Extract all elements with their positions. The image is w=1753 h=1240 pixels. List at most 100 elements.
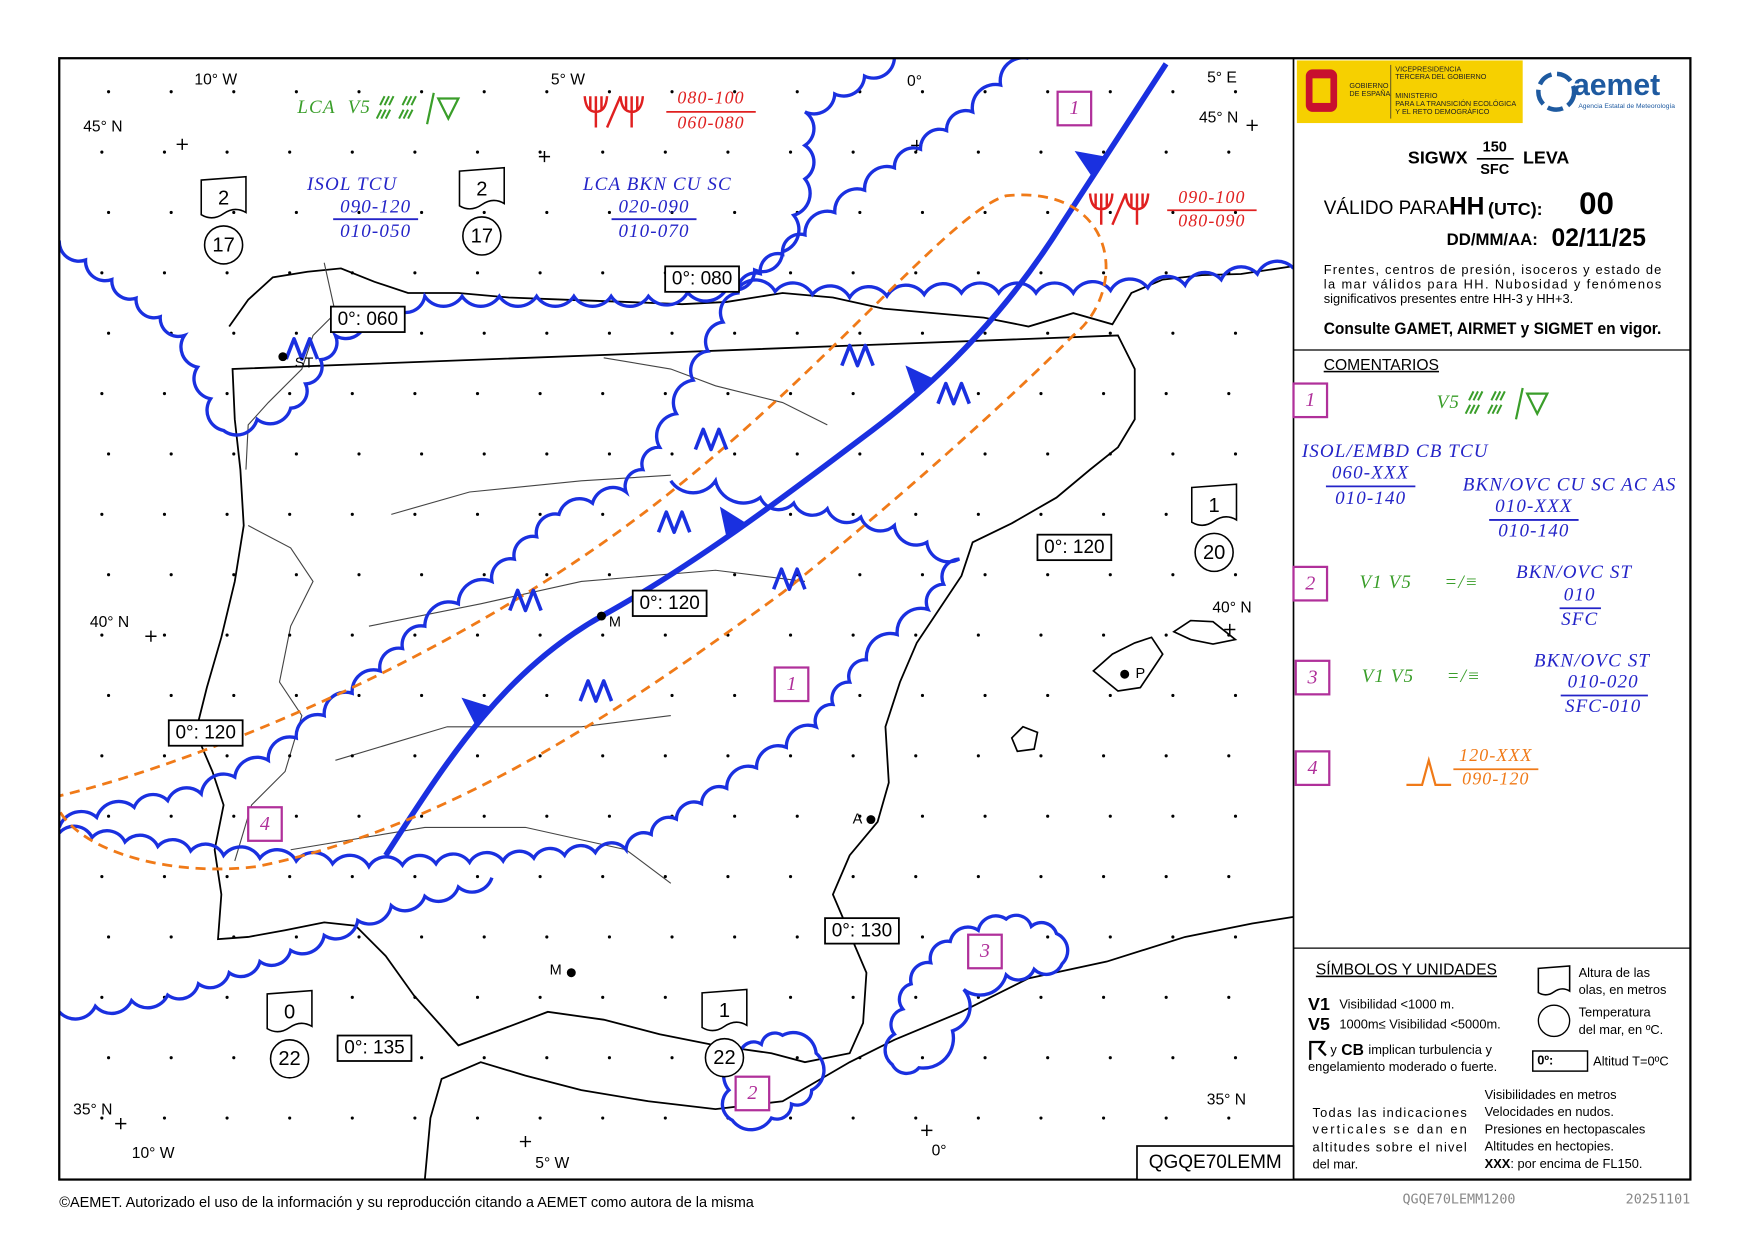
- comment-top: 010: [1564, 584, 1596, 605]
- grid-dot: [788, 150, 793, 154]
- date-label: DD/MM/AA:: [1447, 230, 1538, 249]
- agency-name: Agencia Estatal de Meteorología: [1578, 103, 1675, 110]
- grid-dot: [107, 90, 111, 94]
- border: [234, 262, 828, 884]
- grid-dot: [976, 633, 980, 637]
- freezing-level: 0°: 135: [344, 1038, 404, 1059]
- grid-dot: [413, 512, 417, 516]
- front-triangle: [719, 506, 747, 538]
- grid-dot: [914, 754, 918, 758]
- freezing-level-box: [1036, 533, 1113, 562]
- grid-dot: [607, 210, 611, 215]
- grid-dot: [1227, 995, 1231, 999]
- city-label: M: [550, 962, 562, 978]
- symbol-text: del mar, en ºC.: [1579, 1022, 1664, 1037]
- grid-dot: [601, 754, 605, 758]
- grid-dot: [1171, 452, 1175, 456]
- freezing-level-box: [167, 719, 244, 747]
- grid-dot: [1102, 1116, 1106, 1120]
- city-label: P: [1136, 666, 1146, 682]
- graticule-cross: [519, 1135, 532, 1148]
- graticule-label: 35° N: [73, 1101, 112, 1118]
- shower-symbol: [1525, 392, 1550, 417]
- symbol-text: Temperatura: [1579, 1004, 1652, 1019]
- grid-dot: [1233, 935, 1238, 939]
- note-text: verticales se dan en: [1313, 1122, 1467, 1137]
- comment-cloud: BKN/OVC ST: [1534, 650, 1651, 671]
- grid-dot: [288, 1116, 292, 1120]
- grid-dot: [914, 875, 918, 879]
- grid-dot: [920, 814, 925, 818]
- grid-dot: [1171, 814, 1175, 818]
- area-number: 2: [747, 1082, 757, 1104]
- grid-dot: [232, 1056, 236, 1060]
- grid-dot: [107, 935, 111, 939]
- grid-dot: [162, 633, 167, 637]
- wave-flag: [701, 988, 748, 1032]
- bulletin-code: QGQE70LEMM1200: [1402, 1193, 1515, 1208]
- grid-dot: [1102, 271, 1106, 275]
- grid-dot: [1046, 693, 1050, 698]
- grid-dot: [914, 633, 918, 637]
- grid-dot: [288, 633, 292, 637]
- product: SIGWX: [1408, 148, 1468, 168]
- symbol-text: y: [1330, 1042, 1337, 1057]
- grid-dot: [420, 90, 424, 94]
- grid-dot: [1108, 90, 1112, 94]
- grid-dot: [788, 633, 793, 637]
- graticule-label: 5° E: [1207, 69, 1237, 86]
- cloud-boundary: [59, 58, 1029, 829]
- graticule-cross: [145, 630, 157, 642]
- grid-dot: [733, 452, 737, 456]
- mountain-obscuration: [840, 343, 875, 368]
- grid-dot: [920, 90, 925, 94]
- grid-dot: [107, 1056, 111, 1060]
- grid-dot: [232, 90, 236, 94]
- grid-dot: [420, 693, 424, 698]
- grid-dot: [350, 875, 354, 879]
- mountain-obscuration: [771, 567, 807, 592]
- grid-dot: [1164, 633, 1168, 637]
- grid-dot: [420, 935, 424, 939]
- grid-dot: [1227, 875, 1231, 879]
- grid-dot: [169, 90, 173, 94]
- grid-dot: [920, 1056, 925, 1060]
- grid-dot: [420, 573, 424, 577]
- comment-top: 120-XXX: [1459, 745, 1532, 765]
- grid-dot: [288, 875, 292, 879]
- grid-dot: [1046, 573, 1050, 577]
- grid-dot: [914, 150, 918, 154]
- grid-dot: [538, 150, 542, 154]
- grid-dot: [545, 331, 549, 335]
- area-code: LEVA: [1523, 148, 1569, 168]
- note-text: Todas las indicaciones: [1313, 1105, 1467, 1120]
- grid-dot: [795, 814, 799, 818]
- comment-base: 090-120: [1462, 769, 1529, 789]
- symbol-key: XXX: [1485, 1156, 1511, 1171]
- front-triangle: [1074, 151, 1106, 178]
- city-dot: [1120, 669, 1130, 679]
- graticule-label: 0°: [907, 73, 922, 90]
- units-text: Altitudes en hectopies.: [1485, 1139, 1614, 1154]
- area-box: [1056, 90, 1093, 127]
- comment-number: 1: [1305, 389, 1315, 411]
- grid-dot: [983, 814, 987, 818]
- grid-dot: [851, 995, 855, 999]
- grid-dot: [670, 210, 674, 215]
- comment-top: 060-XXX: [1332, 462, 1410, 483]
- grid-dot: [726, 150, 730, 154]
- grid-dot: [420, 814, 424, 818]
- grid-dot: [107, 331, 111, 335]
- grid-dot: [1233, 210, 1238, 215]
- grid-dot: [357, 452, 361, 456]
- grid-dot: [1046, 452, 1050, 456]
- grid-dot: [983, 693, 987, 698]
- grid-dot: [162, 271, 167, 275]
- grid-dot: [601, 875, 605, 879]
- comment-weather: =/≡: [1447, 666, 1481, 687]
- cloud-base: 010-070: [618, 221, 689, 242]
- comment-number: 2: [1305, 572, 1315, 594]
- grid-dot: [100, 150, 104, 154]
- cb-symbol: [1088, 193, 1150, 226]
